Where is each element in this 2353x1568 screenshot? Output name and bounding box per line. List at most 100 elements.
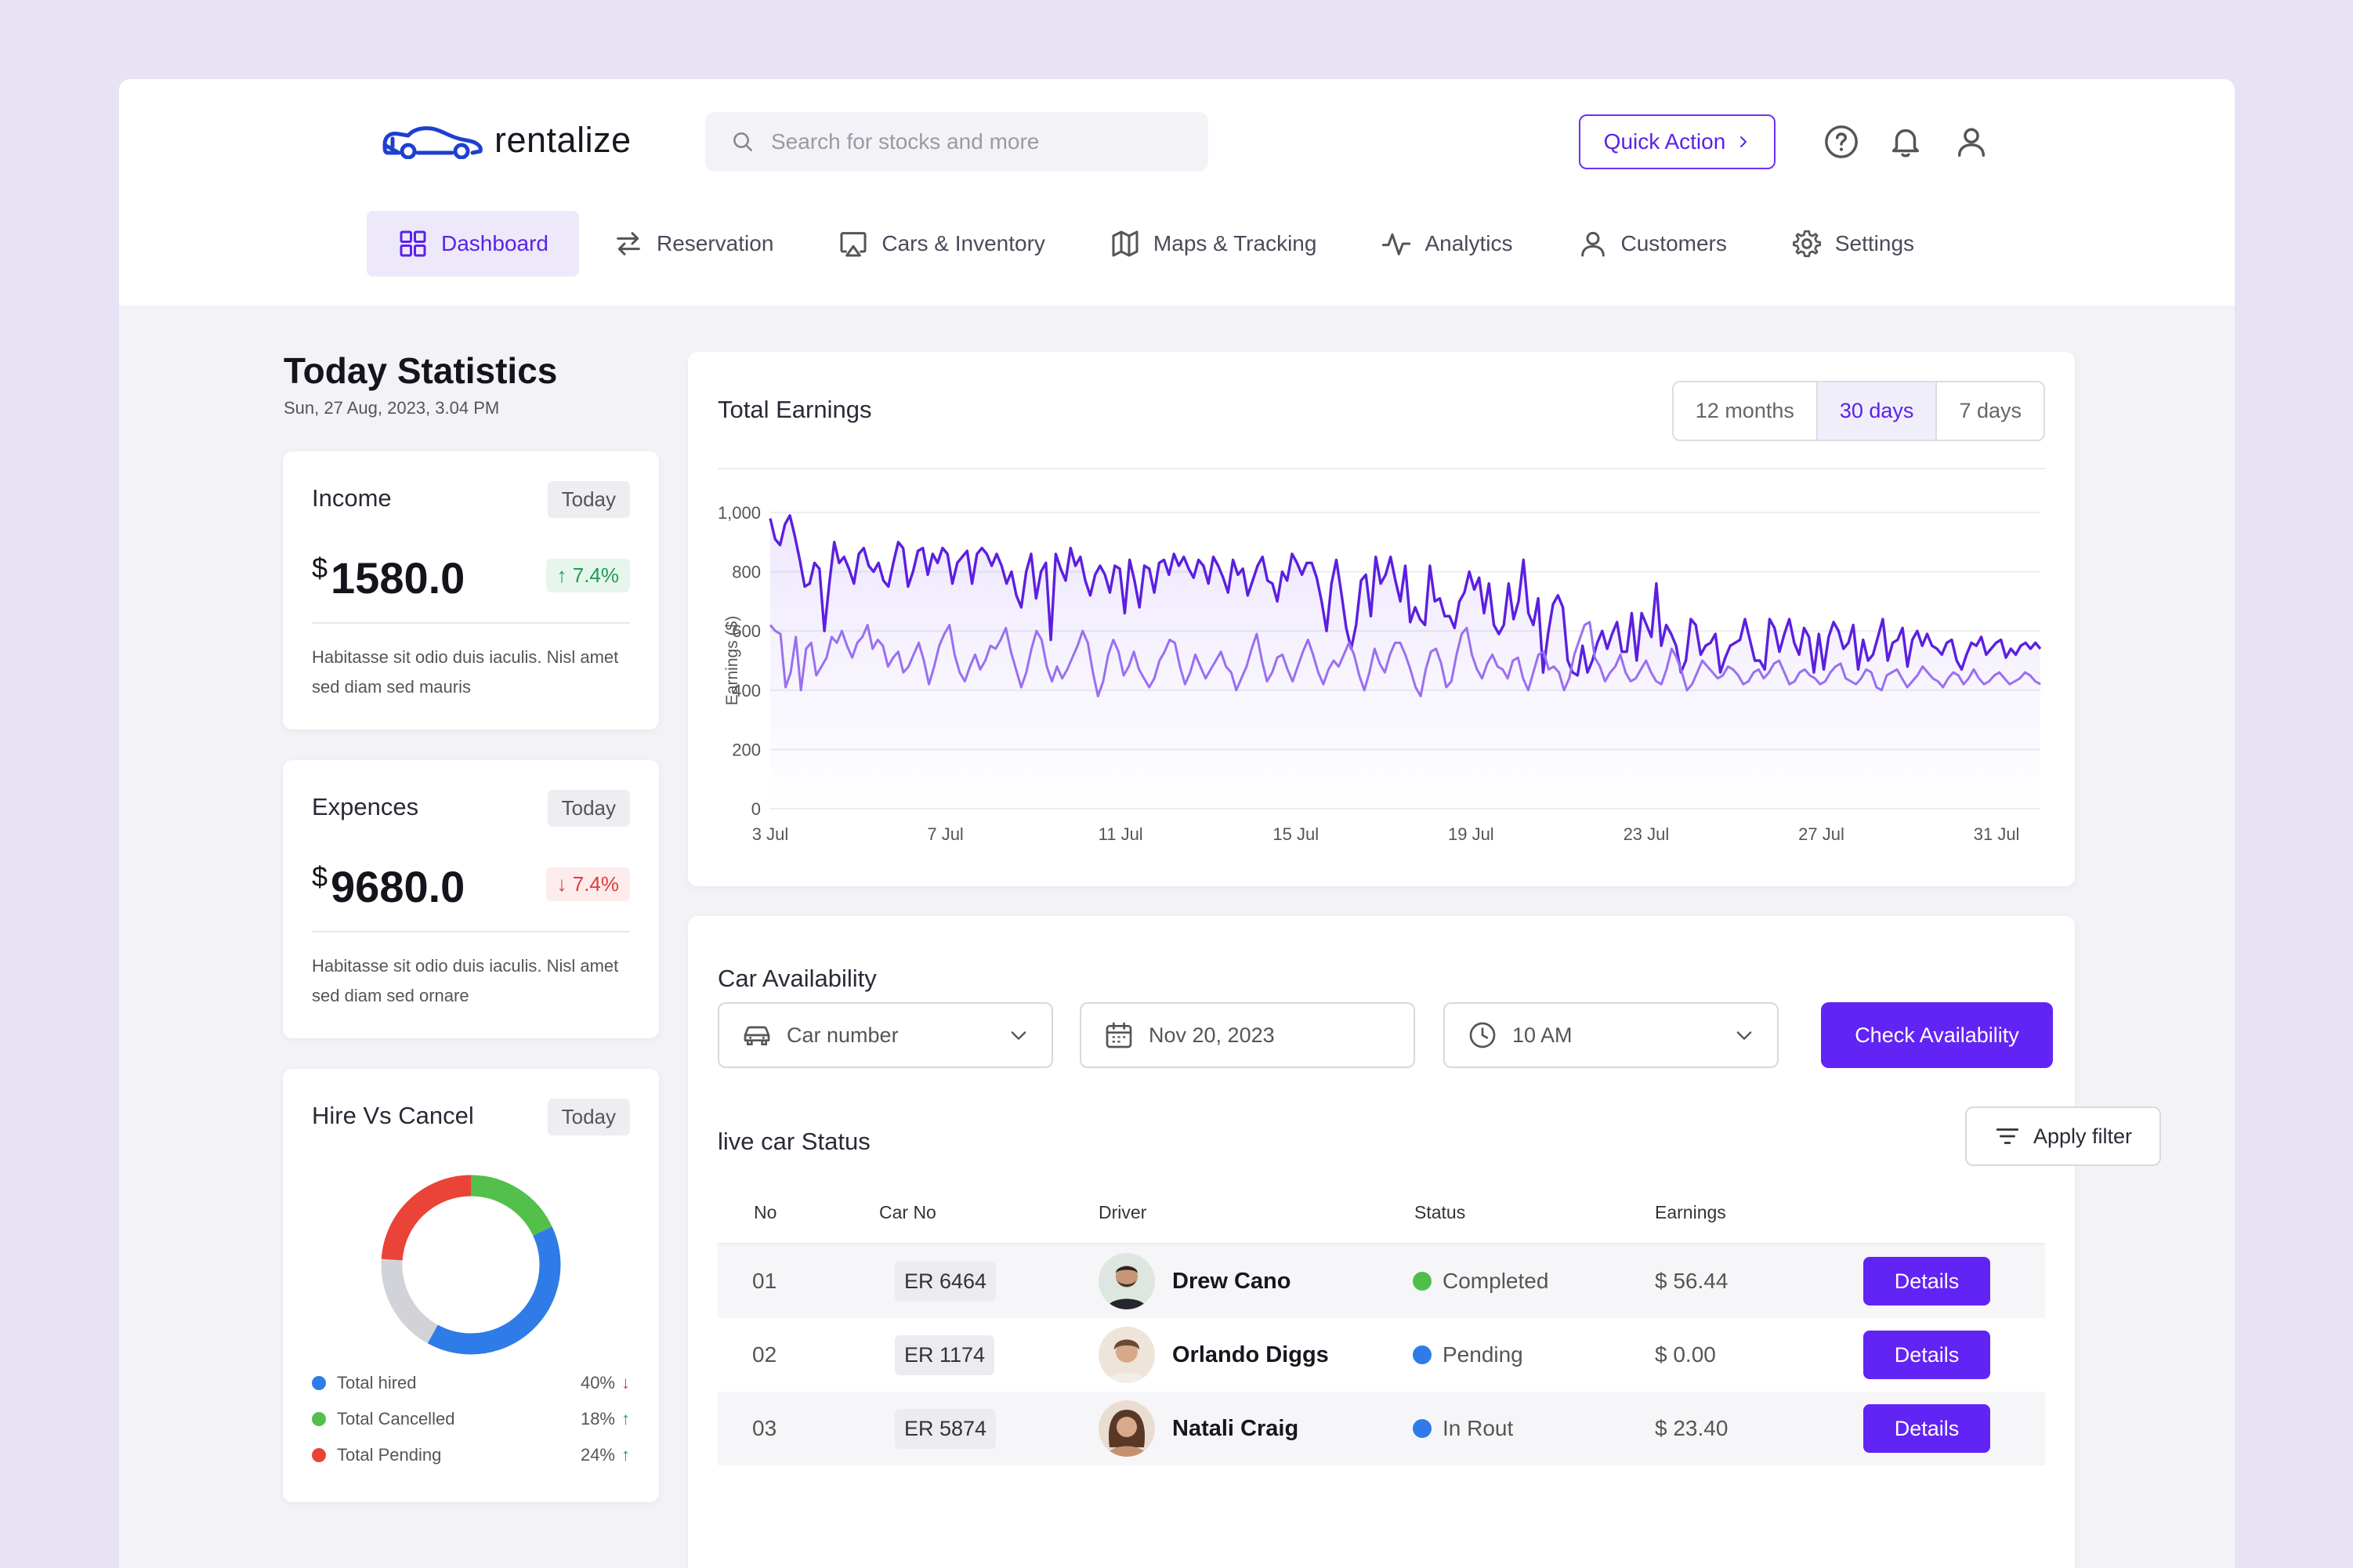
nav-customers[interactable]: Customers — [1547, 211, 1758, 277]
table-row[interactable]: 03 ER 5874 Natali Craig In Rout $ 23.40 … — [718, 1392, 2045, 1465]
brand-logo[interactable]: rentalize — [380, 120, 632, 161]
details-button[interactable]: Details — [1863, 1404, 1990, 1453]
page-date: Sun, 27 Aug, 2023, 3.04 PM — [284, 398, 500, 418]
y-tick-label: 200 — [732, 740, 761, 759]
avatar — [1099, 1327, 1155, 1383]
car-number-select[interactable]: Car number — [718, 1002, 1053, 1068]
car-number-badge: ER 6464 — [895, 1261, 997, 1302]
grid-icon — [400, 230, 426, 257]
nav-label: Customers — [1620, 231, 1727, 255]
legend-total-pending: Total Pending 24% ↑ — [312, 1439, 630, 1471]
earnings-cell: $ 0.00 — [1655, 1342, 1716, 1367]
map-icon — [1112, 230, 1138, 257]
legend-pct: 40% — [580, 1373, 615, 1392]
search-bar[interactable] — [705, 112, 1208, 172]
table-row[interactable]: 01 ER 6464 Drew Cano Completed $ 56.44 D… — [718, 1244, 2045, 1318]
date-field[interactable]: Nov 20, 2023 — [1080, 1002, 1415, 1068]
donut-segment-pending — [381, 1175, 561, 1355]
status-cell: Completed — [1413, 1244, 1548, 1318]
legend-label: Total Cancelled — [337, 1409, 455, 1429]
y-tick-label: 1,000 — [718, 503, 761, 523]
bell-icon[interactable] — [1885, 121, 1926, 162]
car-availability-card: Car Availability Car number Nov 20, 2023… — [688, 916, 2161, 1568]
x-tick-label: 15 Jul — [1272, 824, 1319, 844]
apply-filter-button[interactable]: Apply filter — [1965, 1106, 2161, 1166]
status-cell: In Rout — [1413, 1392, 1513, 1465]
nav-settings[interactable]: Settings — [1761, 211, 1945, 277]
details-button[interactable]: Details — [1863, 1331, 1990, 1379]
row-no: 03 — [752, 1416, 777, 1440]
col-header-status: Status — [1414, 1202, 1466, 1222]
income-title: Income — [312, 484, 392, 512]
donut-segment-hired — [381, 1175, 561, 1355]
table-row[interactable]: 02 ER 1174 Orlando Diggs Pending $ 0.00 … — [718, 1318, 2045, 1392]
date-text: Nov 20, 2023 — [1149, 1023, 1275, 1047]
range-7-days[interactable]: 7 days — [1935, 382, 2043, 440]
series-line — [769, 621, 2041, 697]
check-availability-button[interactable]: Check Availability — [1821, 1002, 2053, 1068]
search-input[interactable] — [771, 129, 1178, 154]
availability-title: Car Availability — [718, 965, 877, 992]
income-description: Habitasse sit odio duis iaculis. Nisl am… — [312, 647, 619, 697]
nav-cars-inventory[interactable]: Cars & Inventory — [807, 211, 1076, 277]
driver-name: Orlando Diggs — [1172, 1342, 1329, 1367]
car-logo-icon — [382, 126, 483, 159]
series-line — [769, 514, 2042, 677]
hire-period-chip[interactable]: Today — [547, 1099, 630, 1135]
arrow-up-icon: ↑ — [621, 1409, 630, 1429]
income-amount: $1580.0 — [312, 552, 465, 603]
nav-dashboard[interactable]: Dashboard — [367, 211, 579, 277]
gear-icon — [1792, 230, 1821, 258]
nav-maps-tracking[interactable]: Maps & Tracking — [1079, 211, 1348, 277]
x-tick-label: 7 Jul — [927, 824, 963, 844]
range-selector: 12 months 30 days 7 days — [1671, 381, 2045, 441]
nav-label: Cars & Inventory — [881, 231, 1045, 255]
x-tick-label: 31 Jul — [1974, 824, 2020, 844]
income-period-chip[interactable]: Today — [547, 481, 630, 518]
help-icon[interactable] — [1821, 121, 1862, 162]
range-12-months[interactable]: 12 months — [1673, 382, 1816, 440]
avatar — [1099, 1400, 1155, 1457]
driver-cell: Drew Cano — [1099, 1244, 1291, 1318]
range-30-days[interactable]: 30 days — [1815, 382, 1936, 440]
brand-name: rentalize — [494, 120, 632, 160]
nav-analytics[interactable]: Analytics — [1350, 211, 1543, 277]
legend-label: Total hired — [337, 1373, 417, 1392]
divider — [718, 468, 2045, 469]
car-icon — [744, 1026, 770, 1045]
filter-icon — [1996, 1128, 2019, 1144]
details-button[interactable]: Details — [1863, 1257, 1990, 1305]
legend-dot — [312, 1376, 326, 1390]
col-header-no: No — [754, 1202, 777, 1222]
car-number-badge: ER 5874 — [895, 1408, 997, 1449]
divider — [312, 931, 630, 932]
status-dot — [1413, 1272, 1432, 1291]
swap-arrows-icon — [617, 232, 640, 255]
income-change-badge: ↑ 7.4% — [545, 559, 630, 592]
row-no: 01 — [752, 1269, 777, 1293]
avatar — [1099, 1253, 1155, 1309]
time-text: 10 AM — [1512, 1023, 1573, 1047]
expences-description: Habitasse sit odio duis iaculis. Nisl am… — [312, 956, 619, 1005]
expences-change: 7.4% — [572, 872, 619, 896]
row-no: 02 — [752, 1342, 777, 1367]
y-tick-label: 400 — [732, 681, 761, 701]
nav-label: Maps & Tracking — [1153, 231, 1317, 255]
expences-value: 9680.0 — [331, 862, 465, 911]
currency-symbol: $ — [312, 860, 328, 893]
car-number-badge: ER 1174 — [895, 1334, 995, 1375]
income-change: 7.4% — [572, 563, 619, 587]
expences-amount: $9680.0 — [312, 860, 465, 912]
quick-action-button[interactable]: Quick Action — [1579, 114, 1776, 169]
arrow-up-icon: ↑ — [621, 1445, 630, 1465]
y-tick-label: 800 — [732, 563, 761, 582]
driver-name: Natali Craig — [1172, 1415, 1299, 1441]
expences-period-chip[interactable]: Today — [547, 790, 630, 827]
nav-reservation[interactable]: Reservation — [582, 211, 804, 277]
earnings-cell: $ 23.40 — [1655, 1416, 1729, 1440]
user-profile-icon[interactable] — [1951, 121, 1992, 162]
earnings-title: Total Earnings — [718, 396, 872, 423]
arrow-down-icon: ↓ — [621, 1373, 630, 1392]
time-select[interactable]: 10 AM — [1443, 1002, 1779, 1068]
nav-label: Analytics — [1424, 231, 1513, 255]
